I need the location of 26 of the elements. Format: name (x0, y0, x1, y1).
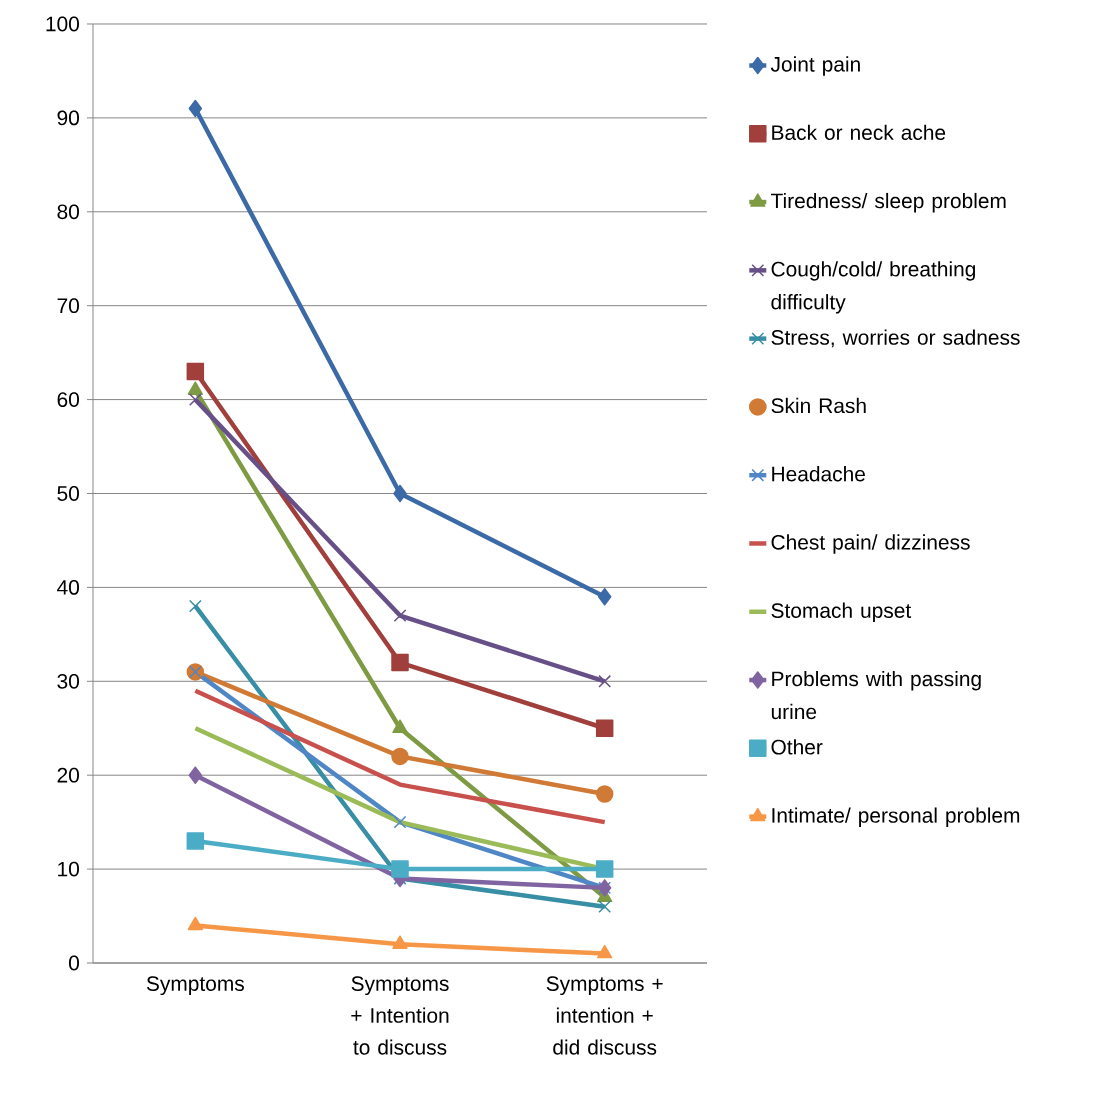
y-tick-label: 40 (57, 579, 79, 595)
legend-label: Tiredness/ sleep problem (770, 192, 1006, 213)
y-tick-label: 50 (57, 486, 79, 501)
y-tick-label: 70 (57, 298, 79, 314)
legend-label: Cough/cold/ breathing difficulty (771, 261, 975, 314)
y-tick-label: 30 (57, 673, 79, 689)
y-tick-label: 10 (58, 861, 79, 877)
legend-label: Back or neck ache (772, 124, 946, 140)
legend-label: Chest pain/ dizziness (771, 534, 970, 554)
y-tick-label: 80 (57, 204, 79, 220)
legend-label: Stress, worries or sadness (771, 329, 1020, 348)
y-tick-label: 0 (69, 955, 80, 971)
legend-label: Stomach upset (771, 602, 912, 623)
x-tick-label: Symptoms + Intention to discuss (351, 976, 449, 1055)
y-tick-label: 20 (57, 767, 79, 783)
legend-label: Headache (772, 466, 865, 482)
legend-label: Other (771, 739, 823, 755)
y-tick-label: 100 (46, 16, 79, 32)
x-tick-label: Symptoms + intention + did discuss (546, 976, 663, 1055)
legend-label: Joint pain (770, 56, 860, 76)
y-tick-label: 90 (57, 110, 79, 126)
y-tick-label: 60 (57, 392, 79, 407)
legend-label: Intimate/ personal problem (772, 807, 1020, 827)
legend-label: Problems with passing urine (771, 670, 981, 720)
legend-label: Skin Rash (771, 397, 866, 414)
x-tick-label: Symptoms (146, 976, 244, 996)
